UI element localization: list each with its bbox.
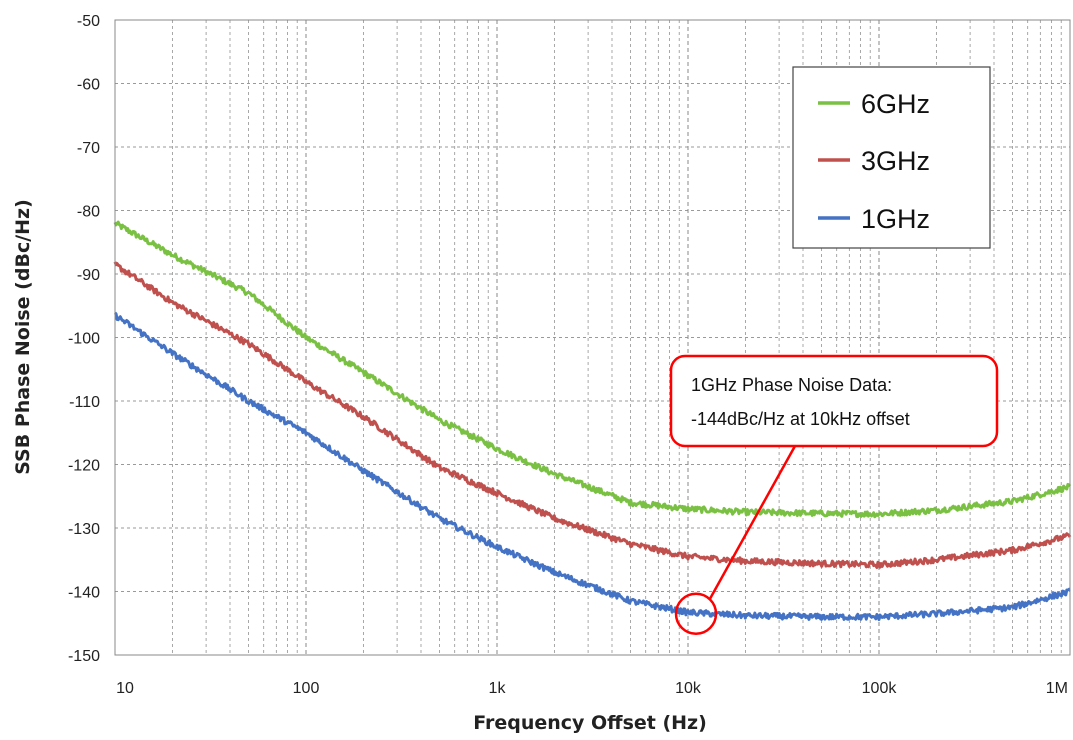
x-tick-label: 100	[293, 680, 320, 697]
series-lines	[113, 220, 1072, 622]
annotation-highlight-circle	[674, 592, 718, 635]
x-tick-label: 1M	[1046, 680, 1068, 697]
y-axis-title: SSB Phase Noise (dBc/Hz)	[12, 199, 34, 475]
annotation-text-line-2: -144dBc/Hz at 10kHz offset	[691, 409, 910, 429]
x-axis-title: Frequency Offset (Hz)	[473, 712, 707, 734]
series-line-3GHz	[113, 261, 1072, 570]
legend: 6GHz 3GHz 1GHz	[792, 66, 991, 249]
annotation-text-line-1: 1GHz Phase Noise Data:	[691, 375, 892, 395]
x-tick-label: 10	[116, 680, 134, 697]
legend-label-1GHz: 1GHz	[861, 204, 930, 234]
x-tick-label: 1k	[489, 680, 507, 697]
y-tick-label: -110	[69, 394, 100, 411]
y-tick-label: -120	[68, 458, 100, 475]
y-tick-label: -50	[77, 13, 100, 30]
plot-border	[114, 19, 1071, 656]
x-tick-labels: 10 100 1k 10k 100k 1M	[116, 680, 1068, 697]
y-tick-label: -150	[68, 648, 100, 665]
legend-label-6GHz: 6GHz	[861, 89, 930, 119]
annotation-leader-line	[708, 445, 797, 600]
y-tick-label: -60	[77, 77, 100, 94]
series-line-6GHz	[113, 220, 1072, 519]
legend-label-3GHz: 3GHz	[861, 146, 930, 176]
x-tick-label: 10k	[675, 680, 702, 697]
y-tick-label: -100	[68, 331, 100, 348]
y-tick-label: -130	[68, 521, 100, 538]
x-tick-label: 100k	[862, 680, 898, 697]
y-tick-label: -90	[77, 267, 100, 284]
y-tick-labels: -50 -60 -70 -80 -90 -100 -110 -120 -130 -140 -150	[68, 13, 100, 665]
annotation: 1GHz Phase Noise Data: -144dBc/Hz at 10k…	[669, 354, 999, 635]
y-tick-label: -70	[77, 140, 100, 157]
annotation-callout-box	[669, 354, 999, 448]
y-tick-label: -140	[68, 585, 100, 602]
series-line-1GHz	[113, 311, 1071, 622]
y-tick-label: -80	[77, 204, 100, 221]
